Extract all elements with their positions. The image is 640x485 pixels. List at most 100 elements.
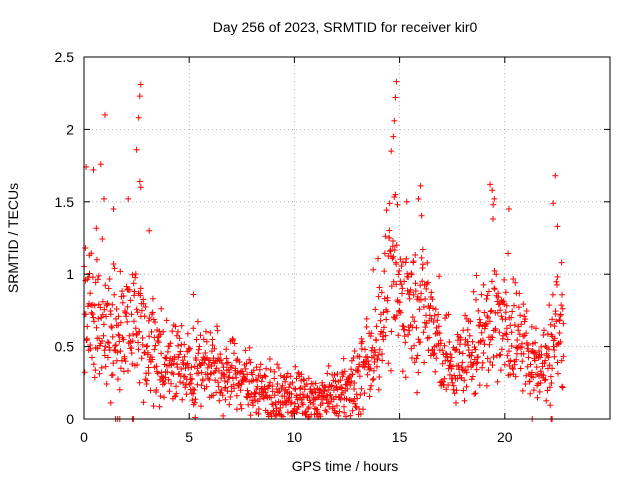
data-point — [293, 392, 300, 399]
data-point — [558, 302, 565, 309]
data-point — [161, 394, 167, 401]
data-point — [375, 255, 381, 262]
data-point — [161, 380, 168, 386]
data-point — [380, 336, 387, 343]
data-point — [126, 287, 133, 293]
data-point — [492, 325, 499, 332]
data-point — [490, 354, 497, 361]
data-point — [96, 370, 103, 377]
data-point — [138, 355, 145, 362]
data-point — [489, 187, 496, 194]
data-point — [552, 172, 559, 179]
data-point — [234, 406, 240, 413]
data-point — [380, 329, 387, 336]
data-point — [530, 387, 537, 394]
data-point — [551, 323, 558, 330]
data-point — [456, 341, 463, 348]
data-point — [116, 386, 123, 393]
data-point — [101, 347, 108, 354]
data-point — [381, 324, 387, 331]
data-point — [486, 341, 493, 348]
data-point — [137, 285, 144, 292]
data-point — [164, 369, 171, 376]
data-point — [140, 300, 147, 307]
data-point — [100, 321, 107, 328]
data-point — [176, 335, 183, 342]
data-point — [109, 301, 116, 308]
data-point — [119, 288, 126, 295]
data-point — [263, 365, 270, 372]
data-point — [90, 314, 97, 321]
data-point — [527, 361, 534, 368]
data-point — [149, 309, 156, 316]
data-point — [502, 330, 509, 337]
data-point — [88, 309, 95, 316]
data-point — [531, 357, 538, 364]
data-point — [415, 369, 422, 376]
data-point — [266, 356, 273, 362]
data-point — [523, 308, 530, 314]
data-point — [349, 407, 356, 414]
data-point — [381, 268, 388, 275]
data-point — [190, 325, 197, 332]
data-point — [386, 234, 393, 241]
data-point — [347, 382, 354, 389]
data-point — [398, 263, 405, 270]
data-point — [314, 406, 321, 413]
data-point — [164, 348, 171, 355]
data-point — [268, 394, 275, 401]
data-point — [375, 386, 382, 393]
data-point — [452, 347, 459, 354]
data-point — [96, 335, 103, 342]
data-point — [461, 397, 468, 404]
data-point — [145, 317, 152, 324]
data-point — [489, 334, 496, 341]
data-point — [469, 349, 476, 356]
data-point — [384, 308, 391, 315]
data-point — [393, 242, 400, 249]
data-point — [105, 285, 112, 292]
data-point — [550, 200, 557, 207]
data-point — [254, 383, 261, 390]
data-point — [236, 359, 243, 365]
data-point — [483, 296, 490, 302]
data-point — [188, 390, 195, 397]
data-point — [191, 399, 198, 406]
data-point — [289, 379, 296, 386]
data-point — [419, 261, 426, 268]
data-point — [260, 395, 267, 402]
data-point — [226, 401, 233, 408]
data-point — [177, 379, 184, 386]
data-point — [174, 364, 181, 371]
data-point — [89, 311, 96, 318]
data-point — [337, 377, 344, 384]
data-point — [347, 412, 354, 419]
data-point — [551, 347, 558, 353]
data-point — [408, 345, 415, 352]
data-point — [406, 295, 413, 302]
data-point — [519, 387, 526, 394]
x-tick-label: 0 — [80, 429, 88, 445]
data-point — [390, 238, 396, 244]
data-point — [361, 364, 368, 371]
data-point — [528, 323, 535, 330]
data-point — [222, 385, 228, 392]
data-point — [469, 362, 476, 369]
x-axis-label: GPS time / hours — [292, 458, 399, 474]
data-point — [269, 388, 276, 395]
data-point — [97, 304, 104, 311]
data-point — [109, 333, 116, 340]
data-point — [413, 355, 420, 362]
data-point — [461, 377, 468, 384]
data-point — [358, 345, 365, 352]
data-point — [516, 290, 523, 297]
data-point — [356, 353, 363, 360]
data-point — [484, 292, 491, 299]
data-point — [375, 352, 382, 358]
data-point — [497, 351, 504, 358]
data-point — [441, 375, 448, 382]
data-point — [464, 338, 471, 345]
data-point — [502, 289, 509, 296]
data-point — [192, 414, 199, 421]
data-point — [459, 359, 466, 366]
